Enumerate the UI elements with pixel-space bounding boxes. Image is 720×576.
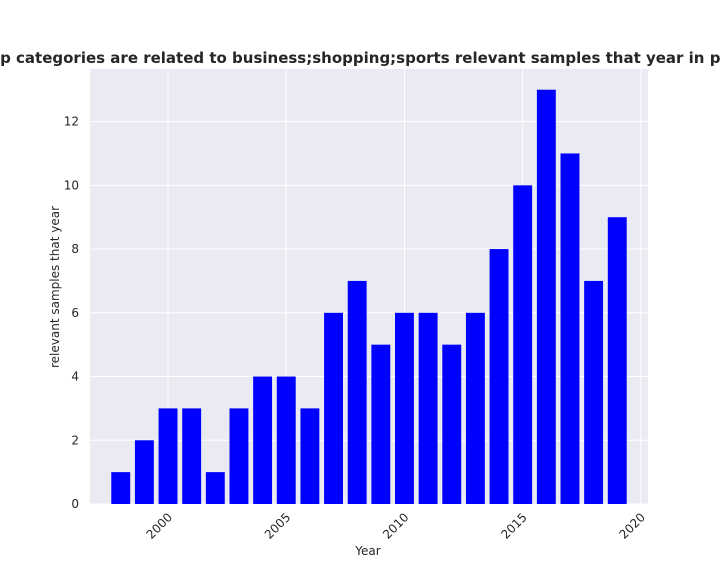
y-axis-label: relevant samples that year <box>48 206 62 368</box>
x-axis-label: Year <box>354 544 380 558</box>
bar-2008 <box>347 280 367 504</box>
bar-2001 <box>182 408 202 504</box>
bar-1998 <box>111 472 131 504</box>
x-tick-label: 2020 <box>617 510 648 541</box>
bar-2004 <box>253 376 273 504</box>
bar-2009 <box>371 344 391 504</box>
bar-2018 <box>584 280 604 504</box>
bar-2011 <box>418 312 438 504</box>
bar-2014 <box>489 249 509 504</box>
bar-1999 <box>134 440 154 504</box>
bar-2012 <box>442 344 462 504</box>
x-tick-label: 2010 <box>380 510 411 541</box>
bar-2013 <box>465 312 485 504</box>
bar-2003 <box>229 408 249 504</box>
bar-2019 <box>607 217 627 504</box>
y-tick-label: 2 <box>71 433 79 447</box>
bar-2005 <box>276 376 296 504</box>
y-tick-label: 4 <box>71 370 79 384</box>
y-tick-label: 12 <box>64 115 79 129</box>
y-tick-label: 0 <box>71 497 79 511</box>
bars <box>111 89 627 505</box>
x-tick-label: 2005 <box>262 510 293 541</box>
x-axis-ticks: 2000 2005 2010 2015 2020 <box>144 510 648 541</box>
bar-2010 <box>395 312 414 504</box>
y-tick-label: 10 <box>64 178 79 192</box>
y-tick-label: 6 <box>71 306 79 320</box>
y-axis-ticks: 0 2 4 6 8 10 12 <box>64 115 79 511</box>
chart-title: Number of app categories are related to … <box>0 49 720 67</box>
bar-2002 <box>205 472 225 504</box>
x-tick-label: 2000 <box>144 510 175 541</box>
x-tick-label: 2015 <box>498 510 529 541</box>
bar-2006 <box>300 408 320 504</box>
y-tick-label: 8 <box>71 242 79 256</box>
bar-2015 <box>513 185 533 505</box>
bar-2016 <box>536 89 556 504</box>
bar-2007 <box>324 312 343 504</box>
bar-2000 <box>158 408 178 504</box>
bar-2017 <box>560 153 580 504</box>
